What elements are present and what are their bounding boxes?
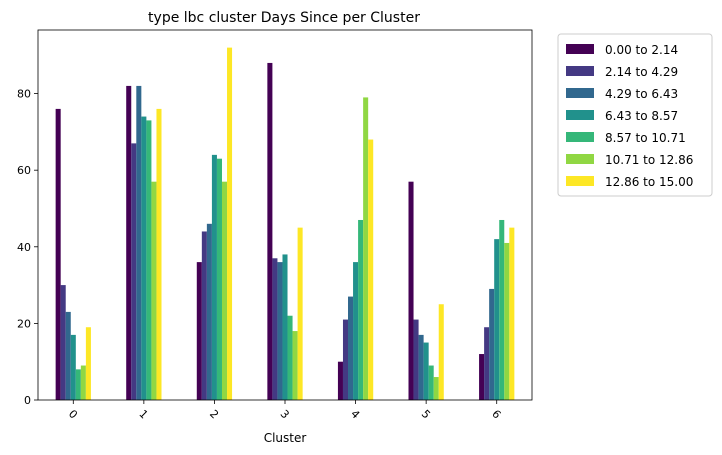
legend-label-1: 2.14 to 4.29 <box>605 65 678 79</box>
bar-cluster-5-series-4 <box>428 365 434 400</box>
bar-cluster-4-series-2 <box>348 296 354 400</box>
y-tick-label: 60 <box>17 164 31 177</box>
x-tick-label: 3 <box>278 407 292 421</box>
legend-label-6: 12.86 to 15.00 <box>605 175 693 189</box>
bar-cluster-1-series-3 <box>141 116 147 400</box>
legend-label-2: 4.29 to 6.43 <box>605 87 678 101</box>
legend-swatch-6 <box>566 176 594 186</box>
x-tick-label: 5 <box>419 407 433 421</box>
x-tick-label: 0 <box>66 407 80 421</box>
bar-cluster-3-series-2 <box>277 262 283 400</box>
legend-label-4: 8.57 to 10.71 <box>605 131 686 145</box>
chart-title: type lbc cluster Days Since per Cluster <box>148 10 420 26</box>
bar-cluster-4-series-6 <box>368 139 374 401</box>
bar-cluster-3-series-3 <box>282 254 288 400</box>
legend-swatch-4 <box>566 132 594 142</box>
y-axis: 0 20 40 60 80 <box>17 88 38 407</box>
bar-cluster-1-series-6 <box>156 108 162 401</box>
x-tick-label: 6 <box>489 407 503 421</box>
y-tick-label: 20 <box>17 317 31 330</box>
bar-cluster-3-series-1 <box>272 258 278 400</box>
bar-cluster-6-series-3 <box>494 239 500 400</box>
legend-swatch-3 <box>566 110 594 120</box>
bar-cluster-2-series-0 <box>196 262 202 400</box>
bar-cluster-0-series-1 <box>60 285 66 400</box>
bar-cluster-2-series-2 <box>206 223 212 400</box>
bar-cluster-5-series-5 <box>433 377 439 400</box>
bar-cluster-3-series-6 <box>297 227 303 400</box>
legend: 0.00 to 2.14 2.14 to 4.29 4.29 to 6.43 6.43… <box>557 33 713 197</box>
bar-cluster-0-series-2 <box>65 311 71 400</box>
bar-cluster-2-series-6 <box>227 47 233 401</box>
bar-cluster-0-series-0 <box>55 108 61 401</box>
bar-cluster-6-series-6 <box>509 227 515 400</box>
bar-cluster-1-series-0 <box>126 85 132 401</box>
bar-cluster-5-series-3 <box>423 342 429 400</box>
legend-swatch-2 <box>566 88 594 98</box>
bar-cluster-5-series-0 <box>408 181 414 400</box>
bar-cluster-2-series-5 <box>221 181 228 400</box>
bar-cluster-6-series-5 <box>504 242 510 400</box>
legend-swatch-0 <box>566 44 594 54</box>
legend-label-3: 6.43 to 8.57 <box>605 109 678 123</box>
bar-cluster-6-series-2 <box>489 288 495 400</box>
bar-cluster-1-series-4 <box>146 120 152 400</box>
x-axis: 0 1 2 3 4 5 6 <box>66 400 503 421</box>
bar-cluster-3-series-4 <box>287 315 293 400</box>
bar-cluster-0-series-6 <box>85 327 91 400</box>
bar-cluster-4-series-1 <box>342 319 349 400</box>
bar-cluster-5-series-1 <box>413 319 419 400</box>
bar-cluster-1-series-1 <box>131 143 137 400</box>
legend-label-0: 0.00 to 2.14 <box>605 43 678 57</box>
legend-frame <box>557 33 713 197</box>
legend-label-5: 10.71 to 12.86 <box>605 153 693 167</box>
bar-cluster-0-series-5 <box>80 365 86 400</box>
bar-cluster-0-series-4 <box>75 369 81 400</box>
bar-cluster-1-series-5 <box>151 181 157 400</box>
bar-cluster-4-series-5 <box>363 97 369 400</box>
bars-group <box>55 47 515 401</box>
x-tick-label: 2 <box>207 407 221 421</box>
bar-cluster-4-series-0 <box>337 361 343 400</box>
bar-cluster-6-series-0 <box>479 354 485 400</box>
bar-cluster-4-series-3 <box>353 262 359 400</box>
bar-cluster-2-series-3 <box>211 154 217 400</box>
x-tick-label: 1 <box>136 407 150 421</box>
y-tick-label: 40 <box>17 241 31 254</box>
bar-cluster-6-series-1 <box>484 327 490 400</box>
bar-cluster-5-series-2 <box>418 334 424 400</box>
legend-swatch-1 <box>566 66 594 76</box>
x-tick-label: 4 <box>348 407 362 421</box>
bar-cluster-3-series-5 <box>292 331 298 400</box>
bar-cluster-0-series-3 <box>70 334 76 400</box>
x-axis-label: Cluster <box>264 431 307 445</box>
bar-cluster-1-series-2 <box>136 85 142 401</box>
bar-cluster-5-series-6 <box>438 304 444 400</box>
y-tick-label: 0 <box>24 394 31 407</box>
bar-cluster-2-series-4 <box>216 158 222 400</box>
bar-cluster-4-series-4 <box>358 219 364 400</box>
bar-cluster-3-series-0 <box>267 62 273 400</box>
y-tick-label: 80 <box>17 88 31 101</box>
bar-cluster-2-series-1 <box>201 231 207 400</box>
legend-swatch-5 <box>566 154 594 164</box>
bar-cluster-6-series-4 <box>499 219 505 400</box>
